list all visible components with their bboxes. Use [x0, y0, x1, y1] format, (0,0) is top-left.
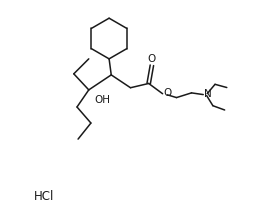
Text: O: O	[163, 88, 172, 98]
Text: N: N	[204, 89, 212, 99]
Text: HCl: HCl	[34, 190, 55, 203]
Text: OH: OH	[94, 95, 110, 105]
Text: O: O	[147, 54, 156, 64]
